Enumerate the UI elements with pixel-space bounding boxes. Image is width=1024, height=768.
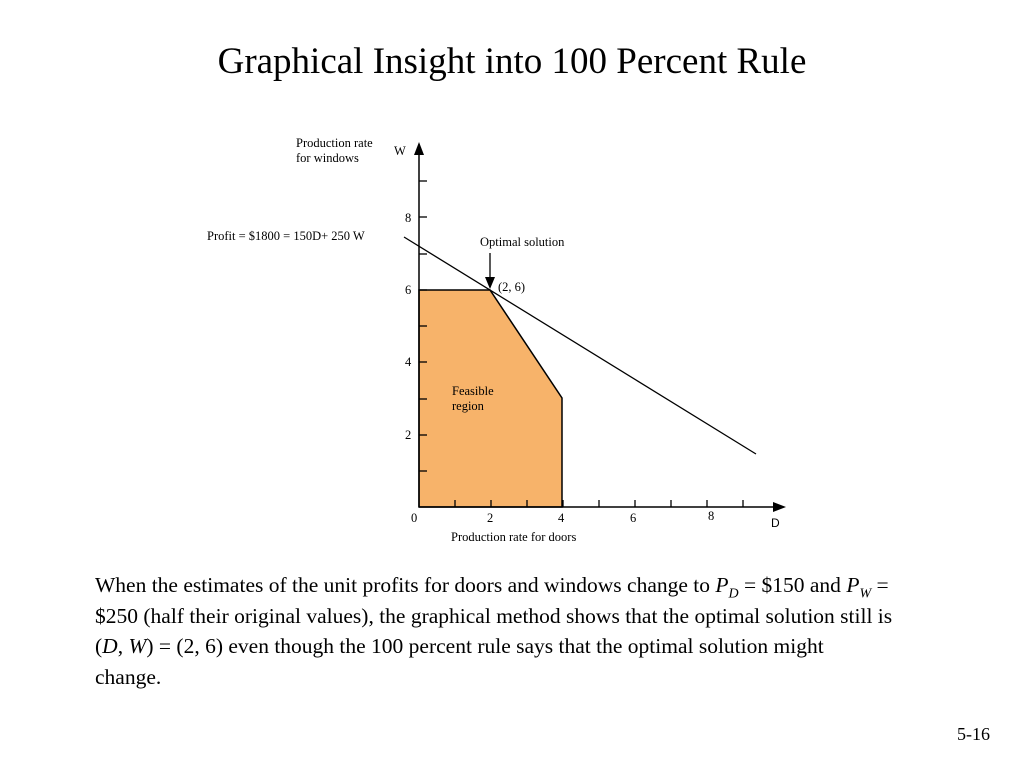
y-axis-title-line1: Production rate	[296, 136, 373, 150]
y-tick-label: 4	[405, 355, 412, 369]
y-axis-title-line2: for windows	[296, 151, 359, 165]
y-axis-ticks	[419, 180, 427, 472]
x-axis-arrow	[773, 502, 786, 512]
x-tick-label: 6	[630, 511, 636, 525]
d-variable: D	[102, 634, 118, 658]
feasible-region-label-line2: region	[452, 399, 485, 413]
y-axis-variable: W	[394, 144, 406, 158]
y-tick-label: 6	[405, 283, 411, 297]
optimal-arrow-head	[485, 277, 495, 289]
slide-number: 5-16	[957, 724, 990, 744]
y-axis-arrow	[414, 142, 424, 155]
feasible-region	[418, 289, 563, 508]
pw-symbol: PW	[846, 573, 872, 602]
profit-line-label: Profit = $1800 = 150D+ 250 W	[207, 229, 365, 243]
y-tick-label: 8	[405, 211, 411, 225]
optimal-solution-label: Optimal solution	[480, 235, 565, 249]
feasible-region-label-line1: Feasible	[452, 384, 494, 398]
profit-line	[403, 236, 757, 455]
x-axis-variable: D	[771, 516, 780, 530]
origin-label: 0	[411, 511, 417, 525]
x-tick-label: 4	[558, 511, 565, 525]
slide-title: Graphical Insight into 100 Percent Rule	[217, 41, 807, 82]
optimal-point-label: (2, 6)	[498, 280, 525, 294]
w-variable: W	[128, 634, 147, 658]
pd-symbol: PD	[715, 573, 739, 602]
y-tick-label: 2	[405, 428, 411, 442]
x-axis-ticks	[454, 500, 744, 507]
caption-text: When the estimates of the unit profits f…	[95, 573, 893, 689]
x-tick-label: 8	[708, 509, 714, 523]
x-axis-title: Production rate for doors	[451, 530, 576, 544]
x-tick-label: 2	[487, 511, 493, 525]
